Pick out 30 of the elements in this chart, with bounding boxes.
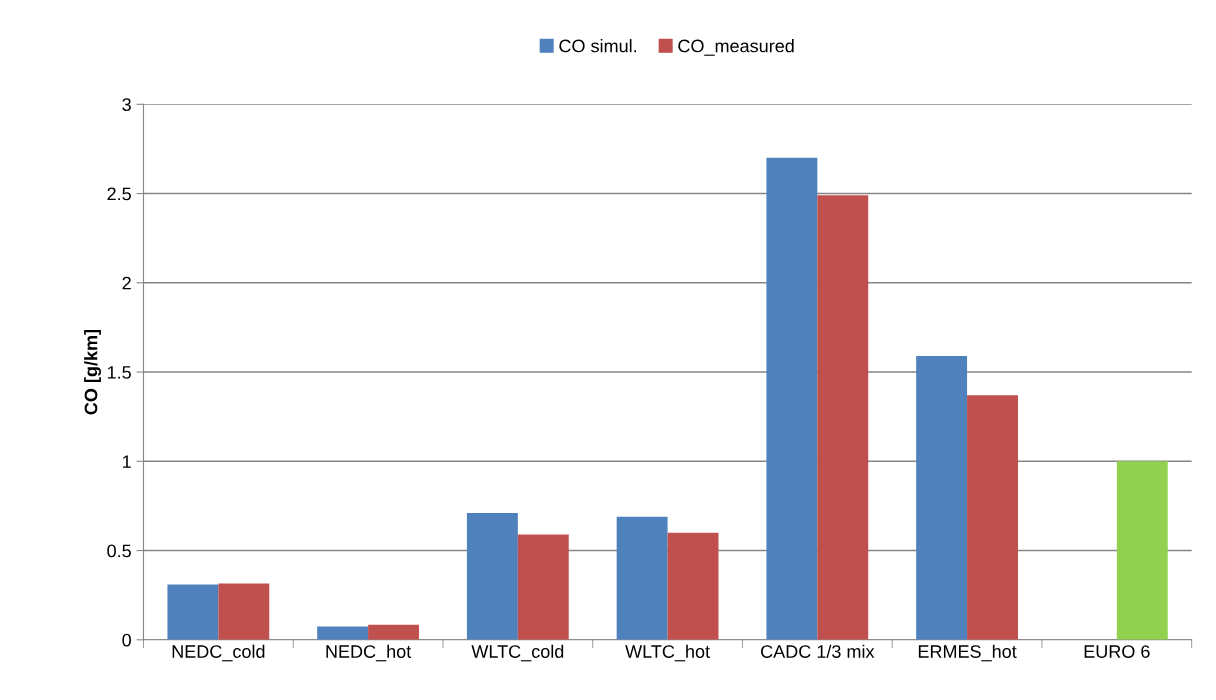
y-tick-label: 0.5 (107, 544, 131, 558)
bar (466, 513, 518, 640)
y-tick-label: 2.5 (107, 187, 131, 201)
x-tick-label: CADC 1/3 mix (761, 644, 875, 658)
x-tick-label: NEDC_hot (326, 644, 412, 662)
legend-label: CO simul. (559, 39, 637, 53)
legend-label: CO_measured (678, 39, 794, 56)
y-tick-label: 1 (123, 455, 131, 468)
bar (766, 157, 818, 640)
y-tick-label: 2 (122, 276, 131, 290)
bar (667, 532, 719, 640)
bar (616, 516, 668, 640)
x-tick-label: ERMES_hot (918, 644, 1017, 662)
x-tick-label: EURO 6 (1084, 645, 1150, 658)
x-tick-label: WLTC_hot (625, 644, 710, 662)
bar (817, 195, 869, 640)
bar (517, 534, 569, 640)
y-tick-label: 1.5 (107, 366, 131, 379)
x-tick-label: WLTC_cold (471, 644, 564, 662)
y-tick-label: 3 (122, 98, 131, 112)
bar (1116, 461, 1168, 640)
bar (218, 583, 270, 640)
y-axis-title: CO [g/km] (84, 329, 102, 415)
y-tick-label: 0 (122, 633, 131, 647)
x-tick-label: NEDC_cold (172, 644, 265, 662)
bar (368, 624, 420, 640)
bar (167, 584, 219, 640)
bar (967, 395, 1018, 640)
bar (916, 355, 968, 640)
bar (317, 626, 369, 640)
